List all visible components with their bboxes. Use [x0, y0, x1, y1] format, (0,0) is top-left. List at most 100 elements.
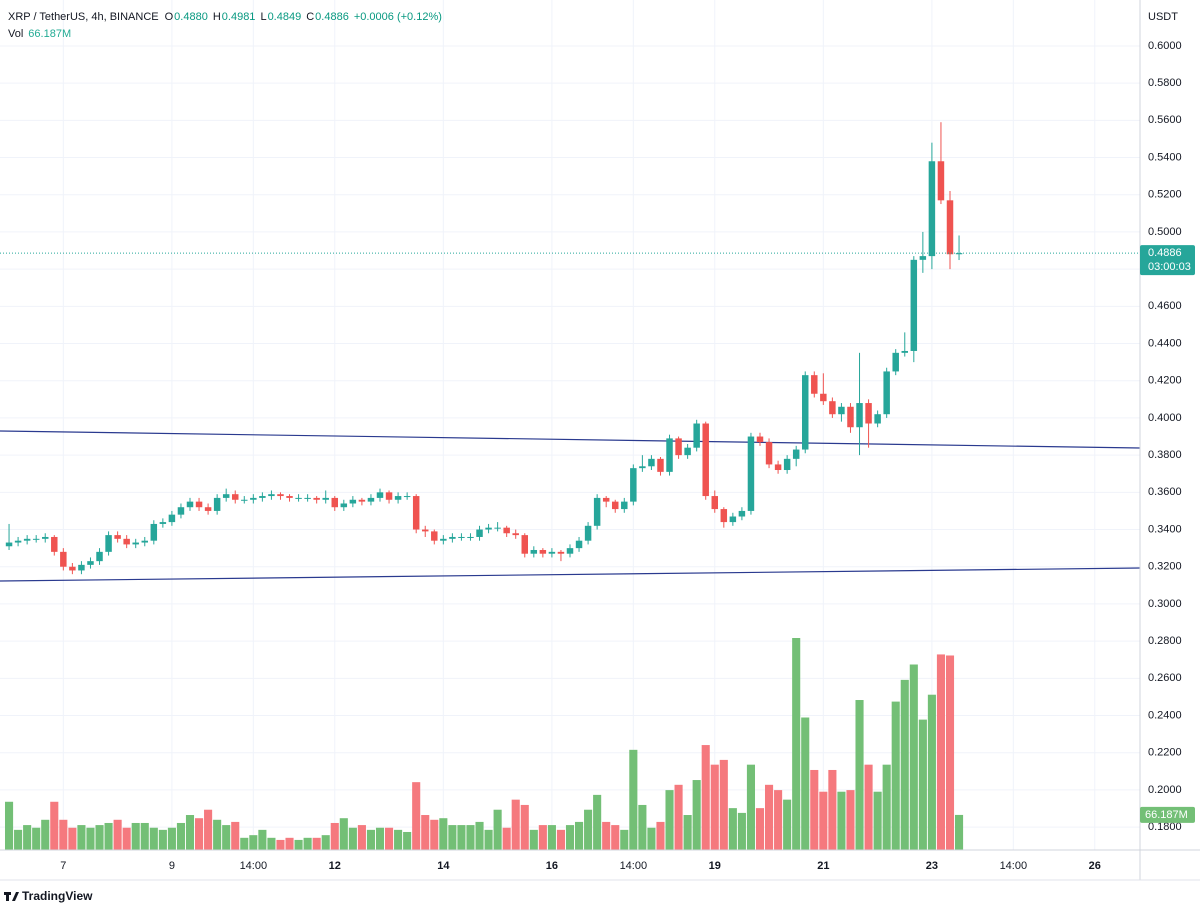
volume-bar — [213, 819, 222, 850]
trend-line[interactable] — [0, 430, 1141, 449]
volume-bar — [683, 815, 692, 850]
candle-body — [602, 497, 610, 502]
candle-body — [485, 527, 492, 530]
y-tick-label: 0.4400 — [1148, 337, 1182, 349]
volume-bar — [158, 829, 167, 850]
volume-bar — [692, 780, 701, 850]
y-tick-label: 0.5600 — [1148, 114, 1182, 126]
volume-bar — [511, 799, 520, 850]
candle-body — [186, 501, 194, 508]
volume-bar — [394, 829, 403, 850]
volume-bar — [348, 827, 357, 850]
volume-bar — [457, 825, 466, 850]
volume-bar — [32, 827, 41, 850]
volume-bar — [339, 818, 348, 850]
volume-bar — [222, 825, 231, 850]
candle-body — [231, 494, 239, 500]
volume-bar — [954, 814, 964, 850]
y-tick-label: 0.5800 — [1148, 77, 1182, 89]
candle-body — [87, 561, 94, 565]
trend-line[interactable] — [0, 567, 1141, 582]
volume-bar — [746, 764, 756, 850]
volume-bar — [267, 837, 276, 850]
candle-body — [539, 549, 547, 554]
volume-bar — [936, 654, 946, 850]
x-tick-label: 14:00 — [1000, 860, 1028, 872]
volume-bar — [475, 821, 484, 850]
volume-bar — [366, 829, 376, 850]
volume-bar — [122, 827, 131, 850]
candle-body — [548, 551, 556, 554]
ohlc-letter: L — [260, 11, 266, 23]
volume-bar — [620, 829, 629, 850]
volume-bar — [737, 812, 746, 850]
volume-bar — [303, 837, 312, 850]
candle-body — [801, 375, 809, 450]
y-tick-label: 0.2000 — [1148, 784, 1182, 796]
logo — [4, 892, 19, 901]
y-tick-label: 0.3800 — [1148, 449, 1182, 461]
volume-bar — [113, 819, 122, 850]
volume-bar — [927, 694, 936, 850]
y-tick-label: 0.6000 — [1148, 40, 1182, 52]
candle-body — [648, 458, 655, 467]
candle-body — [557, 551, 565, 554]
candle-body — [421, 529, 429, 532]
candle-body — [403, 496, 411, 498]
candle-body — [195, 501, 203, 508]
candle-body — [738, 510, 746, 517]
volume-bar — [909, 664, 918, 850]
candle-body — [630, 468, 637, 502]
volume-bar — [719, 759, 728, 850]
volume-bar — [593, 794, 602, 850]
x-tick-label: 9 — [169, 860, 175, 872]
volume-bar — [584, 809, 593, 850]
candle-body — [331, 497, 339, 508]
volume-bar — [665, 790, 674, 850]
volume-bar — [837, 791, 846, 850]
candle-body — [838, 406, 845, 415]
ohlc-value: 0.4849 — [268, 11, 302, 23]
volume-bar — [86, 827, 95, 850]
x-tick-label: 14 — [437, 860, 450, 872]
volume-pane — [4, 638, 964, 850]
candle-body — [132, 542, 139, 545]
candle-body — [440, 538, 447, 541]
volume-bar — [95, 825, 104, 850]
logo-text: TradingView — [22, 889, 93, 903]
candle-body — [530, 549, 538, 554]
volume-bar — [176, 822, 186, 850]
y-tick-label: 0.3200 — [1148, 561, 1182, 573]
candle-body — [222, 494, 230, 498]
volume-bar — [529, 829, 538, 850]
volume-bar — [194, 818, 204, 850]
candle-body — [250, 497, 257, 500]
x-tick-label: 16 — [546, 860, 558, 872]
x-tick-label: 19 — [709, 860, 721, 872]
volume-bar — [873, 791, 882, 850]
candle-body — [14, 540, 22, 543]
volume-bar — [556, 829, 566, 850]
volume-bar — [14, 829, 23, 850]
candle-body — [295, 497, 302, 499]
price-badge — [1140, 245, 1195, 276]
candle-body — [883, 371, 890, 415]
candle-body — [584, 525, 592, 541]
candle-body — [458, 536, 465, 538]
volume-bar — [131, 822, 140, 850]
volume-bar — [375, 827, 385, 850]
candle-body — [693, 423, 700, 448]
volume-bar — [4, 801, 14, 850]
volume-bar — [611, 825, 620, 850]
candle-body — [910, 259, 918, 351]
y-tick-label: 0.3400 — [1148, 523, 1182, 535]
y-tick-label: 0.5400 — [1148, 151, 1182, 163]
candle-body — [96, 551, 103, 562]
volume-bar — [792, 638, 801, 850]
volume-bar — [258, 829, 267, 850]
volume-bar — [764, 784, 774, 850]
candle-body — [747, 436, 755, 511]
candle-body — [820, 393, 827, 402]
candle-body — [150, 523, 158, 541]
